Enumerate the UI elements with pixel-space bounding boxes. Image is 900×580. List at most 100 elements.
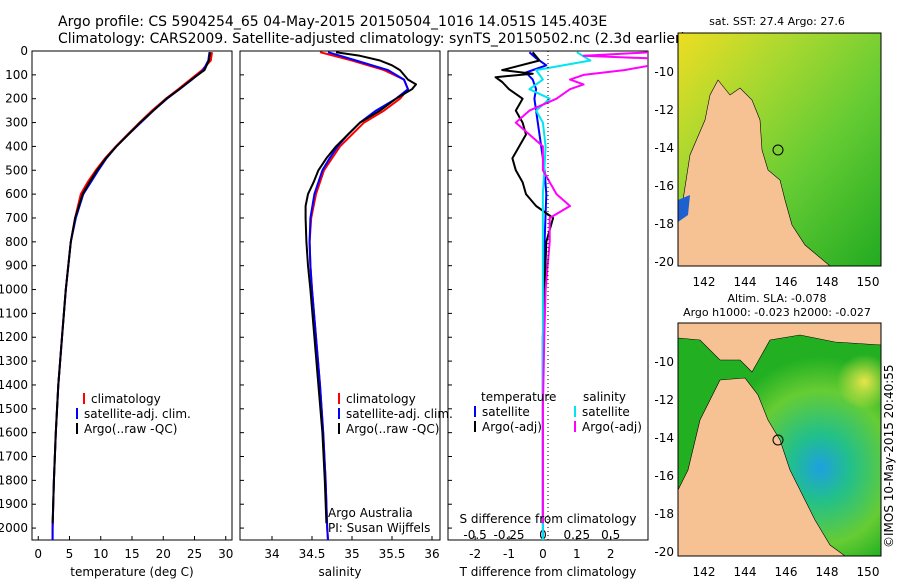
sst-y-tick: -16 [654, 179, 674, 193]
x-tick-label: 35.5 [379, 547, 406, 561]
sla-x-tick: 146 [775, 565, 798, 579]
legend-label-argo: Argo(..raw -QC) [346, 422, 439, 436]
sst-x-tick: 142 [693, 275, 716, 289]
x-tick-label: 0 [34, 547, 42, 561]
sst-map-title: sat. SST: 27.4 Argo: 27.6 [709, 15, 845, 28]
sst-map: sat. SST: 27.4 Argo: 27.6 142 144 146 14… [654, 15, 882, 289]
legend-label-argo: Argo(..raw -QC) [84, 422, 177, 436]
series-line-satellite-adj-clim [308, 51, 409, 540]
depth-tick-label: 0 [20, 44, 28, 58]
salinity-frame [239, 50, 441, 541]
depth-tick-label: 1100 [0, 306, 28, 320]
sla-x-tick: 142 [693, 565, 716, 579]
salinity-annotation-1: Argo Australia [328, 506, 413, 520]
sst-y-tick: -18 [654, 217, 674, 231]
depth-tick-label: 800 [5, 235, 28, 249]
x-tick-label: 35 [344, 547, 359, 561]
legend-swatch-s-argo [574, 421, 576, 432]
temperature-frame [31, 50, 233, 541]
x-tick-label: 0 [539, 547, 547, 561]
series-line-argo-raw-qc [304, 51, 417, 524]
difference-xlabel: T difference from climatology [459, 565, 637, 579]
sst-map-argo-location [772, 144, 784, 156]
depth-tick-label: 1600 [0, 426, 28, 440]
difference-series [494, 51, 648, 540]
legend-swatch-argo [76, 423, 78, 434]
x-tick-label: 34 [264, 547, 279, 561]
salinity-x-ticks: 34 34.5 35 35.5 36 [264, 536, 440, 561]
series-line-salinity-argo-adj [514, 51, 648, 524]
legend-swatch-satellite-adj [76, 408, 78, 419]
difference-legend: temperature salinity satellite Argo(-adj… [474, 390, 642, 434]
depth-tick-label: 200 [5, 92, 28, 106]
series-line-argo-raw-qc [51, 52, 212, 524]
credit-text: ©IMOS 10-May-2015 20:40:55 [882, 364, 896, 548]
sla-x-tick: 144 [734, 565, 757, 579]
difference-s-ticks: -0.5 -0.25 0 0.25 0.5 [463, 528, 620, 542]
depth-tick-label: 400 [5, 139, 28, 153]
depth-tick-label: 1900 [0, 497, 28, 511]
sst-x-tick: 148 [816, 275, 839, 289]
difference-xlabel2: S difference from climatology [460, 512, 637, 526]
sla-y-tick: -10 [654, 355, 674, 369]
sla-y-tick: -20 [654, 545, 674, 559]
temperature-x-ticks: 0 5 10 15 20 25 30 [34, 536, 233, 561]
x-tick-label: 30 [218, 547, 233, 561]
sla-y-tick: -14 [654, 431, 674, 445]
depth-tick-label: 700 [5, 211, 28, 225]
depth-tick-label: 1800 [0, 473, 28, 487]
s-tick-label: -0.25 [493, 528, 524, 542]
x-tick-label: 10 [93, 547, 108, 561]
depth-tick-label: 900 [5, 259, 28, 273]
salinity-annotation-2: PI: Susan Wijffels [328, 521, 430, 535]
depth-tick-label: 300 [5, 116, 28, 130]
x-tick-label: 34.5 [299, 547, 326, 561]
x-tick-label: 5 [66, 547, 74, 561]
depth-tick-label: 1000 [0, 283, 28, 297]
x-tick-label: 2 [607, 547, 615, 561]
depth-tick-label: 1700 [0, 450, 28, 464]
x-tick-label: 36 [424, 547, 439, 561]
sla-y-tick: -12 [654, 393, 674, 407]
sst-y-tick: -14 [654, 141, 674, 155]
sla-y-tick: -16 [654, 469, 674, 483]
depth-axis: 0 100 200 300 400 500 600 700 800 900 1000 1100 1200… [0, 44, 452, 535]
sla-x-tick: 148 [816, 565, 839, 579]
legend-swatch-argo [338, 423, 340, 434]
legend-label-satellite-adj: satellite-adj. clim. [84, 407, 191, 421]
sst-x-tick: 146 [775, 275, 798, 289]
series-line-climatology [51, 52, 213, 540]
x-tick-label: 20 [156, 547, 171, 561]
depth-tick-label: 2000 [0, 521, 28, 535]
x-tick-label: 1 [573, 547, 581, 561]
legend-swatch-climatology [83, 393, 85, 404]
sst-x-tick: 150 [857, 275, 880, 289]
sst-x-tick: 144 [734, 275, 757, 289]
legend-label-climatology: climatology [91, 392, 161, 406]
salinity-xlabel: salinity [318, 565, 361, 579]
x-tick-label: -1 [503, 547, 515, 561]
s-tick-label: 0.25 [563, 528, 590, 542]
difference-x-ticks: -2 -1 0 1 2 [469, 536, 615, 561]
legend-swatch-s-satellite [574, 406, 576, 417]
salinity-panel: 34 34.5 35 35.5 36 salinity climatology sate… [239, 50, 453, 579]
sst-map-frame [677, 32, 882, 267]
sst-map-cold-patch [678, 195, 690, 222]
depth-tick-label: 100 [5, 68, 28, 82]
s-tick-label: -0.5 [463, 528, 486, 542]
legend-label-climatology: climatology [346, 392, 416, 406]
legend-label-t-argo: Argo(-adj) [482, 420, 542, 434]
legend-swatch-satellite-adj [338, 408, 340, 419]
legend-label-satellite-adj: satellite-adj. clim. [346, 407, 453, 421]
x-tick-label: -2 [469, 547, 481, 561]
legend-title-salinity: salinity [583, 390, 626, 404]
temperature-series [51, 52, 213, 540]
sla-map-argo-location [772, 434, 784, 446]
depth-tick-label: 1500 [0, 402, 28, 416]
sla-map-high-anomaly [770, 340, 881, 450]
sla-map-subtitle: Argo h1000: -0.023 h2000: -0.027 [683, 306, 871, 319]
legend-label-s-argo: Argo(-adj) [582, 420, 642, 434]
sst-y-tick: -20 [654, 255, 674, 269]
x-tick-label: 15 [124, 547, 139, 561]
